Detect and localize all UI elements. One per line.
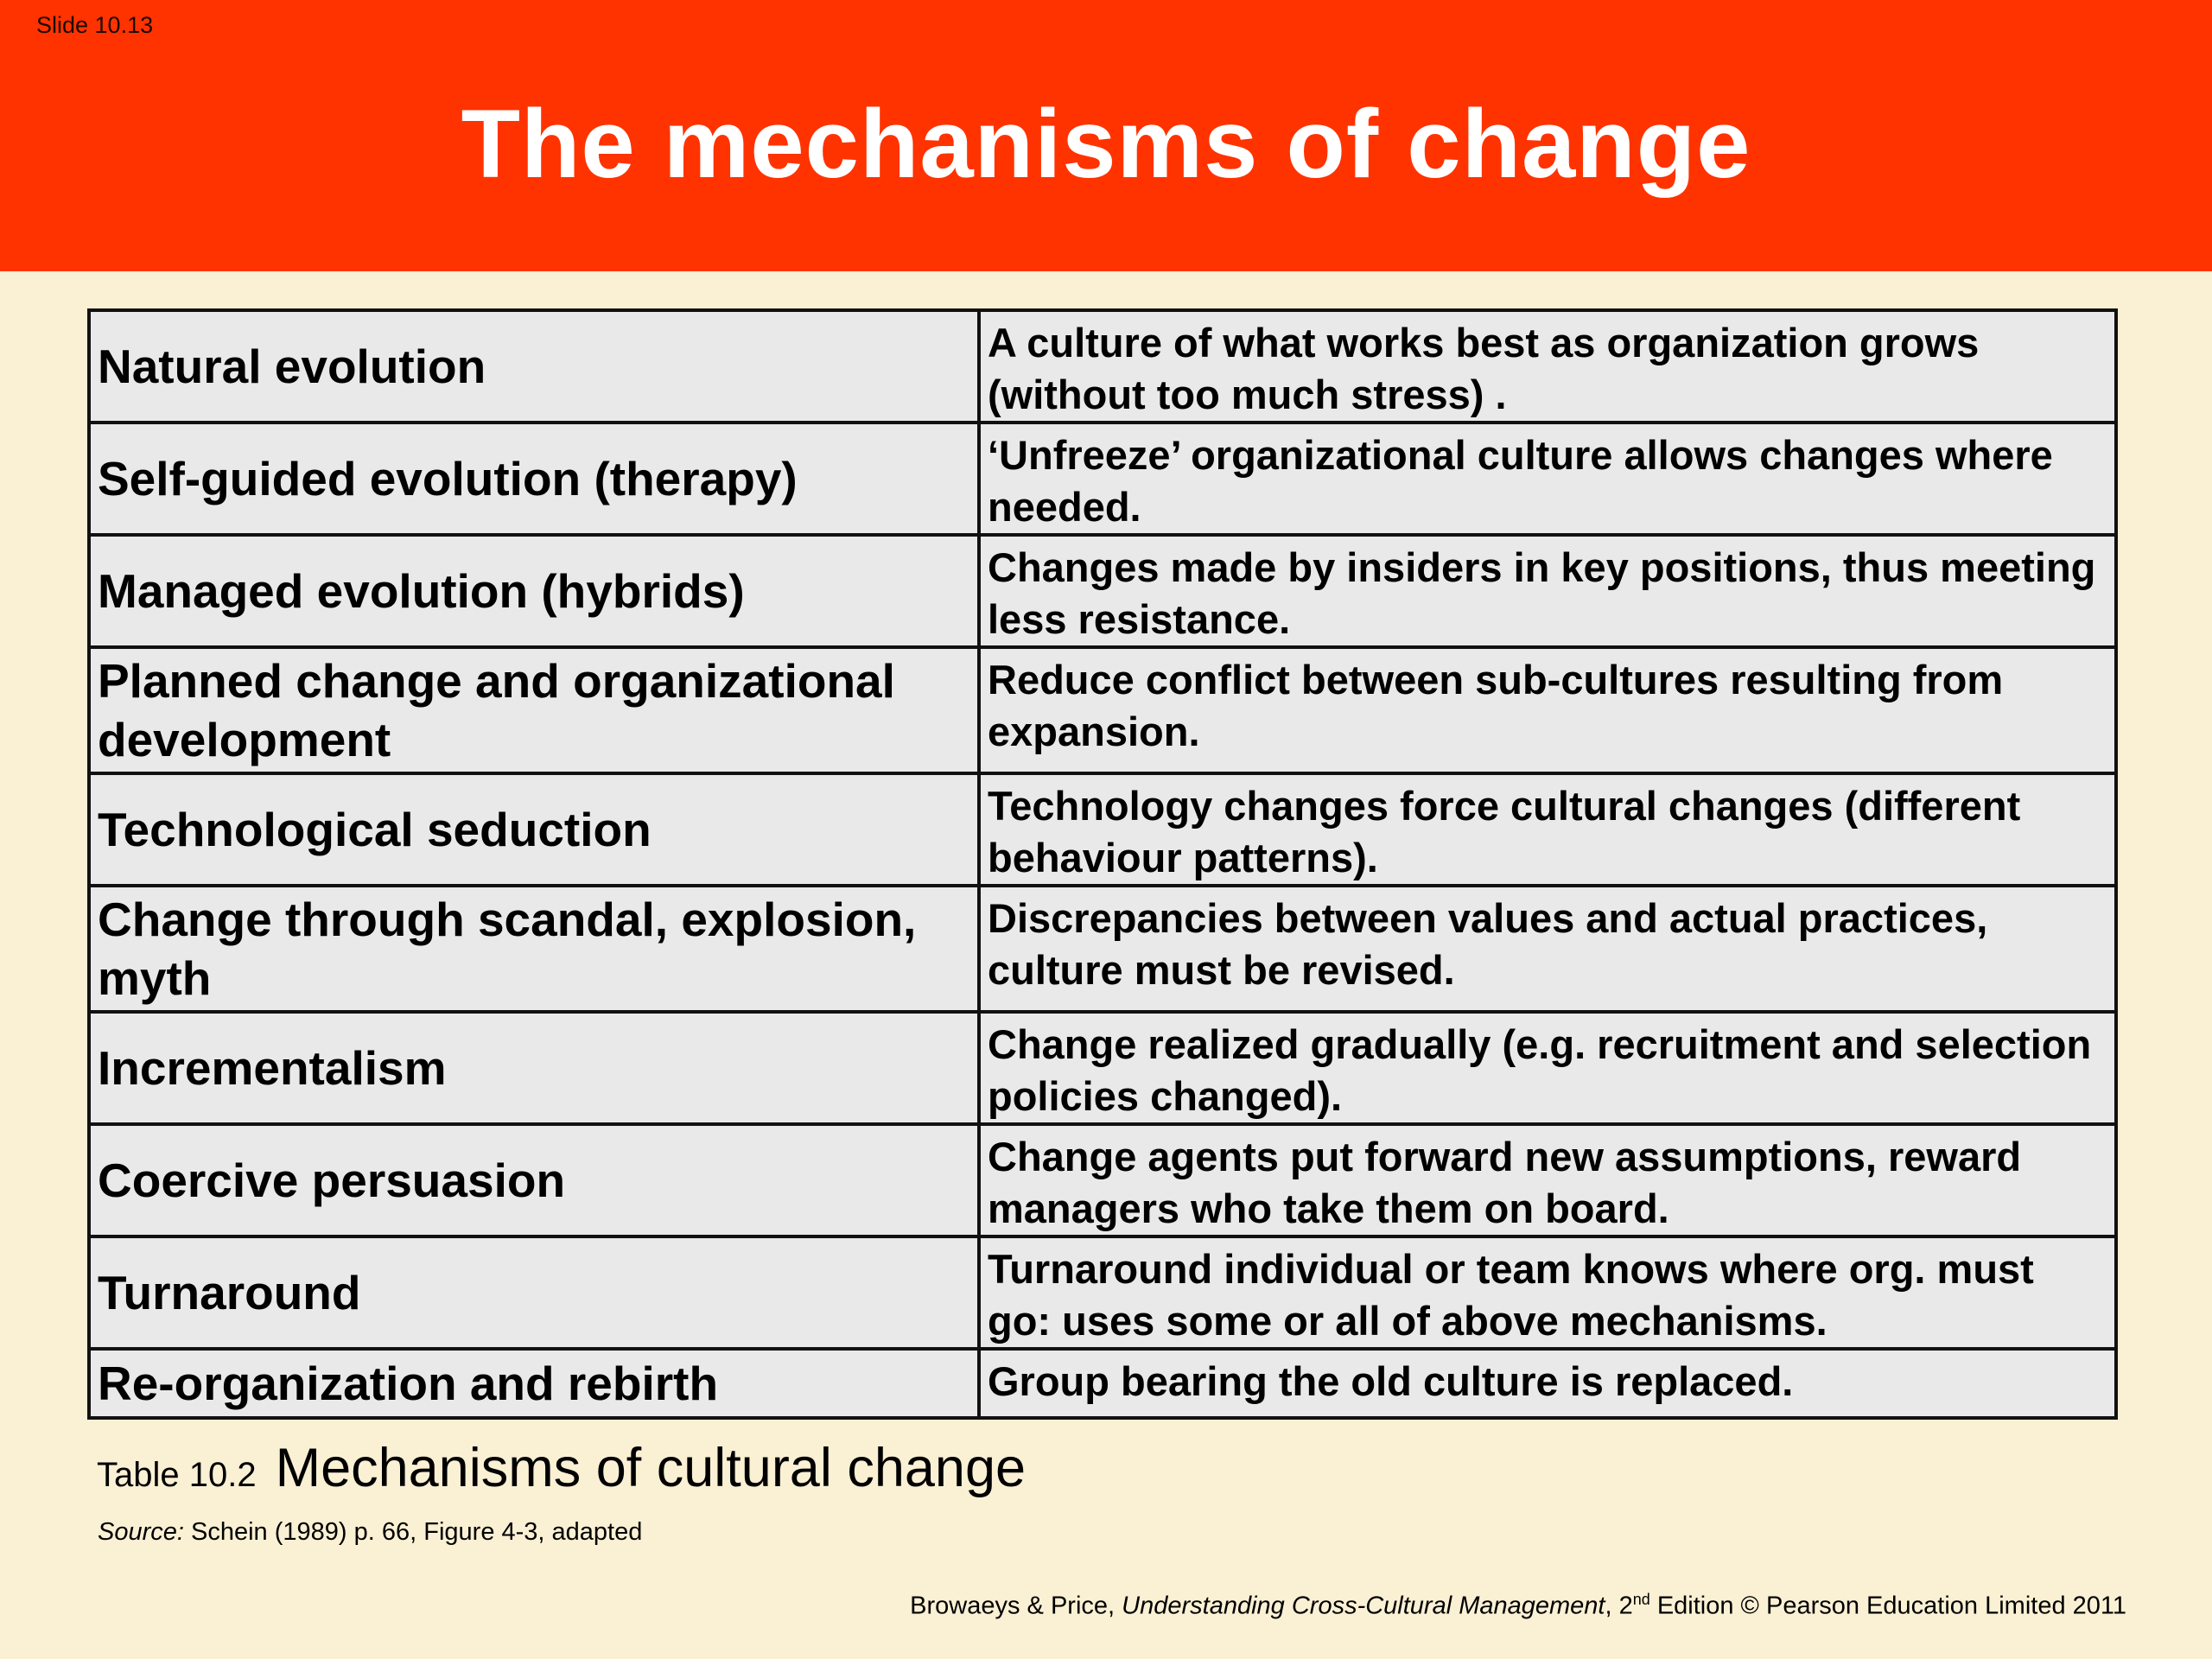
description-cell: Change realized gradually (e.g. recruitm… (977, 1010, 2118, 1126)
table-row: Technological seduction Technology chang… (87, 772, 2118, 887)
mechanism-cell: Planned change and organizational develo… (87, 645, 981, 775)
mechanism-cell: Turnaround (87, 1235, 981, 1351)
mechanism-cell: Incrementalism (87, 1010, 981, 1126)
description-cell: ‘Unfreeze’ organizational culture allows… (977, 421, 2118, 537)
table-row: Planned change and organizational develo… (87, 645, 2118, 775)
credit-authors: Browaeys & Price, (910, 1592, 1116, 1620)
source-text: Schein (1989) p. 66, Figure 4-3, adapted (191, 1518, 643, 1546)
mechanism-cell: Managed evolution (hybrids) (87, 533, 981, 649)
description-cell: Group bearing the old culture is replace… (977, 1347, 2118, 1420)
table-row: Managed evolution (hybrids) Changes made… (87, 533, 2118, 649)
caption-label: Table 10.2 (97, 1456, 257, 1494)
source-note: Source: Schein (1989) p. 66, Figure 4-3,… (98, 1518, 642, 1547)
slide-title: The mechanisms of change (461, 90, 1751, 198)
mechanism-cell: Change through scandal, explosion, myth (87, 884, 981, 1014)
table-row: Self-guided evolution (therapy) ‘Unfreez… (87, 421, 2118, 537)
mechanism-cell: Self-guided evolution (therapy) (87, 421, 981, 537)
table-row: Re-organization and rebirth Group bearin… (87, 1347, 2118, 1420)
slide-number: Slide 10.13 (36, 12, 154, 38)
credit-rest: Edition © Pearson Education Limited 2011 (1649, 1592, 2126, 1620)
table-row: Natural evolution A culture of what work… (87, 308, 2118, 424)
table-row: Incrementalism Change realized gradually… (87, 1010, 2118, 1126)
credit-edition-number: , 2 (1605, 1592, 1633, 1620)
description-cell: Changes made by insiders in key position… (977, 533, 2118, 649)
description-cell: Change agents put forward new assumption… (977, 1122, 2118, 1238)
source-label: Source: (98, 1518, 184, 1546)
credit-edition-suffix: nd (1632, 1591, 1650, 1608)
description-cell: Turnaround individual or team knows wher… (977, 1235, 2118, 1351)
description-cell: Discrepancies between values and actual … (977, 884, 2118, 1014)
description-cell: Technology changes force cultural change… (977, 772, 2118, 887)
table-row: Change through scandal, explosion, myth … (87, 884, 2118, 1014)
mechanisms-table: Natural evolution A culture of what work… (87, 308, 2118, 1420)
title-banner: Slide 10.13 The mechanisms of change (0, 0, 2212, 271)
credit-book-title: Understanding Cross-Cultural Management (1122, 1592, 1605, 1620)
mechanism-cell: Coercive persuasion (87, 1122, 981, 1238)
table-caption: Table 10.2 Mechanisms of cultural change (97, 1437, 1026, 1499)
mechanism-cell: Natural evolution (87, 308, 981, 424)
mechanism-cell: Technological seduction (87, 772, 981, 887)
table-row: Coercive persuasion Change agents put fo… (87, 1122, 2118, 1238)
mechanism-cell: Re-organization and rebirth (87, 1347, 981, 1420)
description-cell: Reduce conflict between sub-cultures res… (977, 645, 2118, 775)
copyright-credit: Browaeys & Price, Understanding Cross-Cu… (910, 1591, 2126, 1621)
table-row: Turnaround Turnaround individual or team… (87, 1235, 2118, 1351)
description-cell: A culture of what works best as organiza… (977, 308, 2118, 424)
caption-text: Mechanisms of cultural change (275, 1438, 1027, 1498)
